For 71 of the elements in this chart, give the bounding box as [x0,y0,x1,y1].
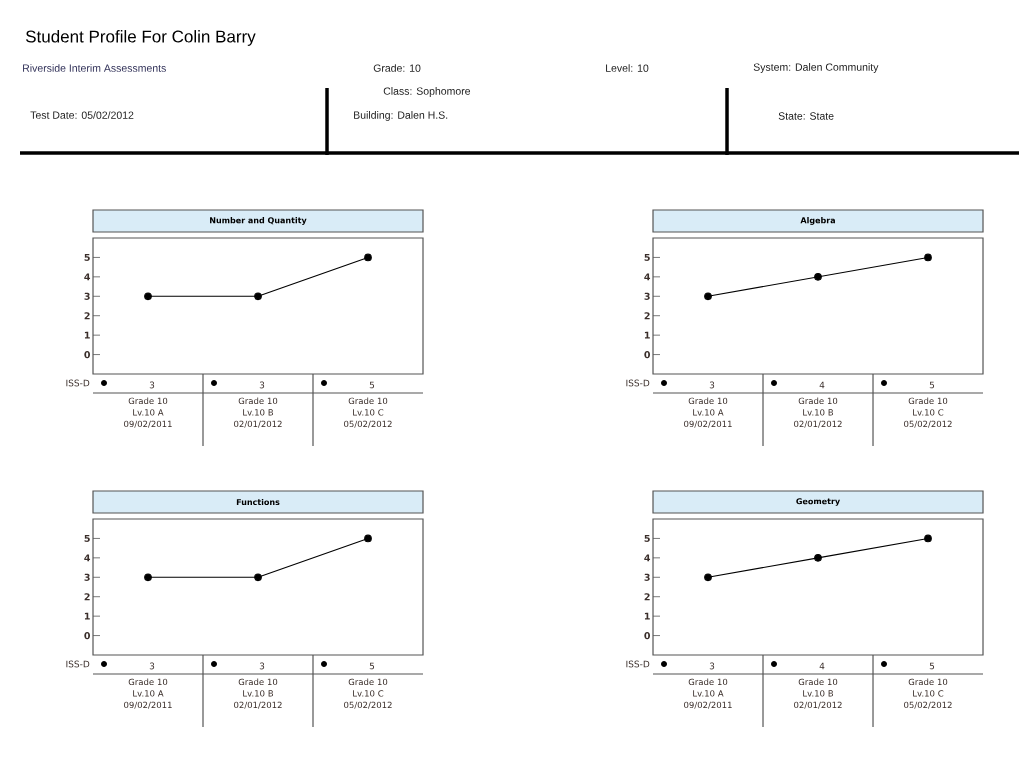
text: Test Date: 05/02/2012 [30,111,134,119]
y-tick-label: 4 [644,273,651,281]
data-label: 3 [259,381,265,389]
y-tick-label: 3 [644,573,650,581]
y-tick-label: 4 [84,273,91,281]
point [924,253,932,262]
text: Riverside Interim Assessments [23,64,166,72]
data-label: 3 [149,381,155,389]
y-tick-label: 1 [84,331,90,339]
data-label: 4 [819,662,825,670]
x-tick-label: Grade 10 Lv.10 C 05/02/2012 [904,397,952,428]
x-tick-label: Grade 10 Lv.10 B 02/01/2012 [234,397,282,428]
x-tick-label: Grade 10 Lv.10 A 09/02/2011 [124,678,172,709]
point [704,292,712,301]
y-tick-label: 3 [644,292,650,300]
point [924,534,932,543]
x-tick-label: Grade 10 Lv.10 A 09/02/2011 [684,397,732,428]
x-tick-label: Grade 10 Lv.10 B 02/01/2012 [234,678,282,709]
y-tick-label: 0 [644,631,651,640]
y-tick-label: 1 [644,612,650,620]
y-tick-label: 2 [84,312,90,320]
point [704,573,712,582]
chart-title: Geometry [796,498,840,506]
y-tick-label: 4 [84,554,91,562]
y-tick-label: 1 [84,612,90,620]
y-tick-label: 2 [644,593,650,601]
text: Grade: 10 [373,64,421,72]
data-label: 5 [369,381,375,389]
point [814,554,822,562]
data-label: 5 [929,662,935,670]
y-tick-label: 0 [84,631,91,640]
chart-title: Functions [236,498,280,506]
data-label: 4 [819,381,825,389]
chart-title: Number and Quantity [210,217,307,225]
text: ISS-D [626,660,650,668]
data-label: 3 [259,662,265,670]
y-tick-label: 5 [84,534,90,542]
y-tick-label: 0 [84,350,91,359]
text: State: State [778,112,834,120]
x-tick-label: Grade 10 Lv.10 C 05/02/2012 [344,678,392,709]
text: ISS-D [66,379,90,387]
x-tick-label: Grade 10 Lv.10 A 09/02/2011 [684,678,732,709]
text: ISS-D [626,379,650,387]
y-tick-label: 2 [644,312,650,320]
y-tick-label: 3 [84,292,90,300]
data-label: 5 [369,662,375,670]
y-tick-label: 3 [84,573,90,581]
y-tick-label: 4 [644,554,651,562]
x-tick-label: Grade 10 Lv.10 B 02/01/2012 [794,678,842,709]
y-tick-label: 5 [644,253,650,261]
text: Level: 10 [606,64,649,72]
y-tick-label: 2 [84,593,90,601]
x-tick-label: Grade 10 Lv.10 A 09/02/2011 [124,397,172,428]
text: Class: Sophomore [383,87,471,97]
x-tick-label: Grade 10 Lv.10 C 05/02/2012 [344,397,392,428]
y-tick-label: 1 [644,331,650,339]
data-label: 3 [149,662,155,670]
data-label: 5 [929,381,935,389]
text: Building: Dalen H.S. [354,111,448,121]
y-tick-label: 5 [84,253,90,261]
text: System: Dalen Community [753,63,879,73]
x-tick-label: Grade 10 Lv.10 C 05/02/2012 [904,678,952,709]
y-tick-label: 0 [644,350,651,359]
y-tick-label: 5 [644,534,650,542]
text: ISS-D [66,660,90,668]
point [814,273,822,281]
x-tick-label: Grade 10 Lv.10 B 02/01/2012 [794,397,842,428]
data-label: 3 [709,381,715,389]
chart-title: Algebra [800,217,835,225]
text: Student Profile For Colin Barry [25,30,256,46]
data-label: 3 [709,662,715,670]
